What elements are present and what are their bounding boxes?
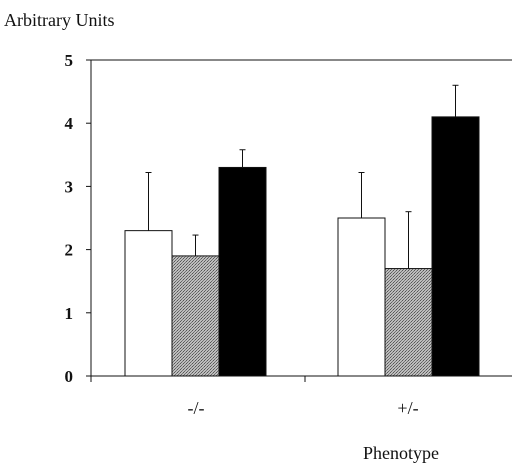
bar	[124, 230, 173, 377]
y-tick-label: 2	[65, 241, 74, 260]
y-tick-label: 4	[65, 114, 74, 133]
y-axis-ticks: 0 1 2 3 4 5	[65, 51, 91, 386]
bars	[124, 116, 480, 377]
bar	[337, 217, 386, 377]
y-tick-label: 1	[65, 304, 74, 323]
bar	[384, 268, 433, 377]
y-axis-label: Arbitrary Units	[4, 10, 114, 30]
x-axis-label: Phenotype	[363, 443, 439, 463]
y-tick-label: 5	[65, 51, 74, 70]
plot-frame	[90, 59, 512, 377]
x-category-label: +/-	[397, 398, 418, 418]
x-axis-ticks: -/- +/-	[90, 376, 419, 418]
error-bars	[145, 84, 459, 269]
x-category-label: -/-	[188, 398, 205, 418]
bar	[218, 166, 267, 377]
y-tick-label: 0	[65, 367, 74, 386]
y-tick-label: 3	[65, 177, 74, 196]
bar	[431, 116, 480, 377]
bar	[171, 255, 220, 377]
